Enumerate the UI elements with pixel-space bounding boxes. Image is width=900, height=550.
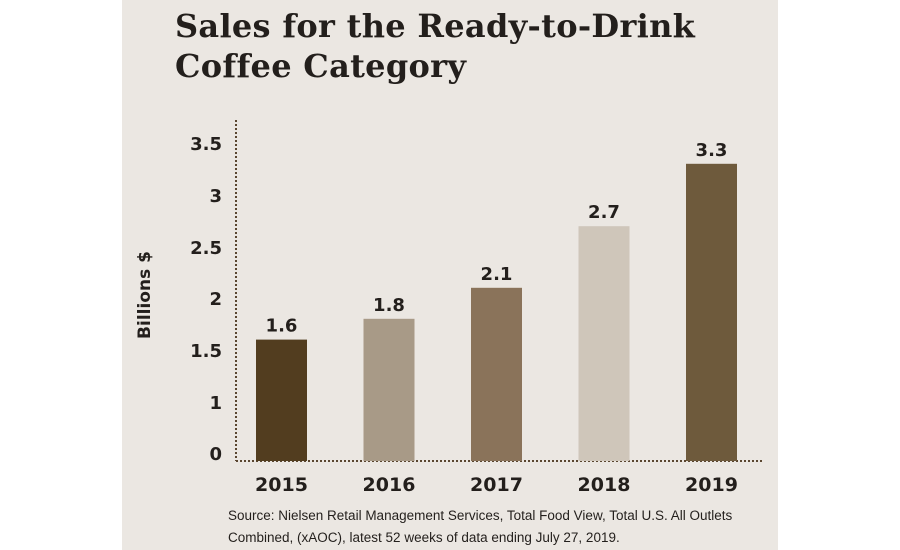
data-label: 1.8 xyxy=(373,295,405,316)
chart-title-line1: Sales for the Ready-to-Drink xyxy=(175,7,696,45)
source-line2: Combined, (xAOC), latest 52 weeks of dat… xyxy=(228,530,620,545)
x-tick-label: 2015 xyxy=(255,474,308,496)
bar-2016 xyxy=(363,318,415,461)
y-tick-label: 2.5 xyxy=(190,238,222,259)
data-label: 1.6 xyxy=(266,316,298,337)
y-tick-label: 3.5 xyxy=(190,134,222,155)
x-tick-label: 2018 xyxy=(578,474,631,496)
bar-2019 xyxy=(686,163,737,462)
x-tick-label: 2019 xyxy=(685,474,738,496)
y-axis-label: Billions $ xyxy=(135,251,155,339)
y-tick-label: 1.5 xyxy=(190,341,222,362)
data-label: 2.7 xyxy=(588,202,620,223)
y-tick-label: 0 xyxy=(209,444,222,465)
bar-2018 xyxy=(578,226,630,461)
data-label: 2.1 xyxy=(481,264,513,285)
data-label: 3.3 xyxy=(696,140,728,161)
chart-title-line2: Coffee Category xyxy=(175,47,467,85)
bar-2015 xyxy=(256,339,307,461)
x-tick-label: 2016 xyxy=(363,474,416,496)
y-tick-label: 3 xyxy=(209,186,222,207)
y-tick-label: 1 xyxy=(209,393,222,414)
bar-2017 xyxy=(471,287,522,461)
x-tick-label: 2017 xyxy=(470,474,523,496)
source-line1: Source: Nielsen Retail Management Servic… xyxy=(228,508,733,523)
chart-title: Sales for the Ready-to-Drink Coffee Cate… xyxy=(175,6,695,86)
y-tick-label: 2 xyxy=(209,289,222,310)
chart-panel xyxy=(122,0,778,550)
source-note: Source: Nielsen Retail Management Servic… xyxy=(228,505,768,549)
